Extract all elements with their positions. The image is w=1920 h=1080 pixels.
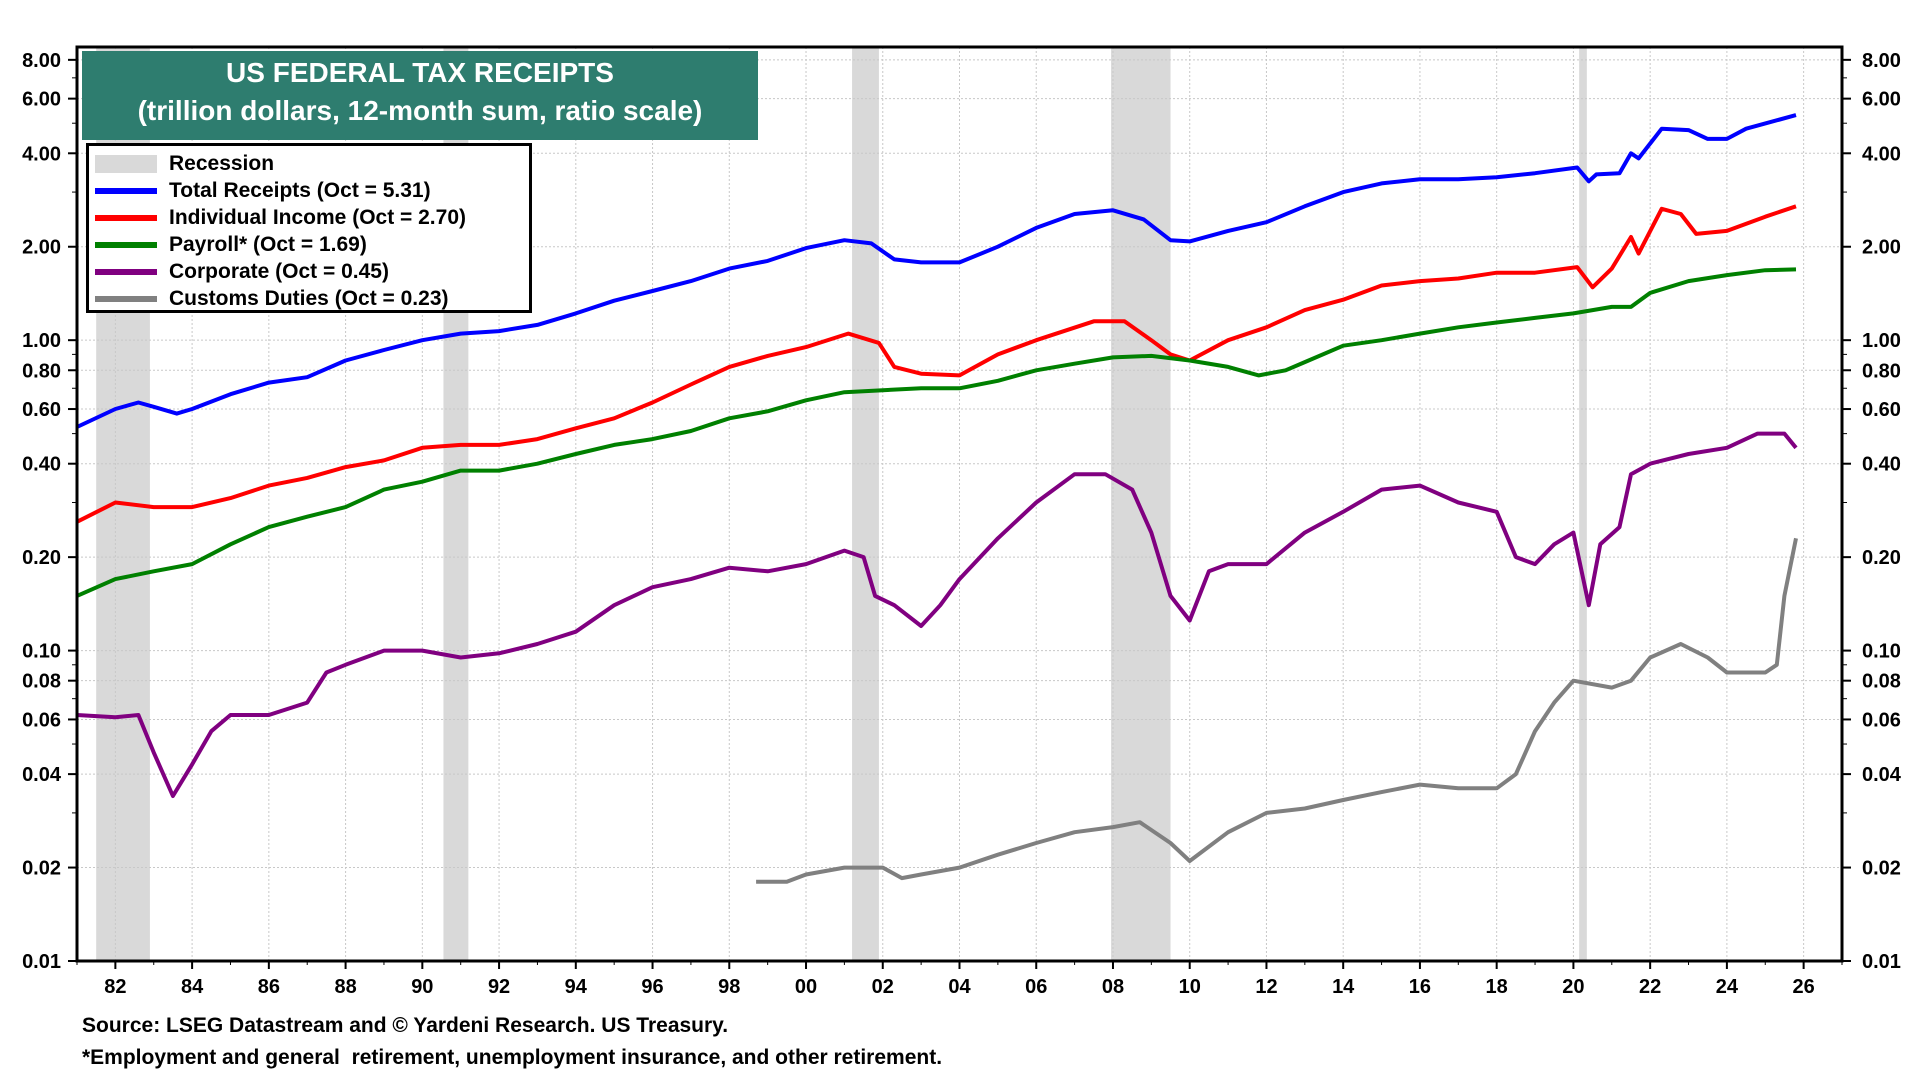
- y-tick-label-right: 0.40: [1862, 454, 1901, 476]
- x-tick-label: 16: [1409, 976, 1431, 998]
- legend-swatch-individual: [95, 214, 157, 221]
- y-tick-label-left: 1.00: [22, 330, 61, 352]
- series-line-0: [76, 113, 1797, 429]
- y-tick-label-left: 4.00: [22, 143, 61, 165]
- x-tick-label: 04: [948, 976, 971, 998]
- y-tick-label-left: 0.40: [22, 454, 61, 476]
- y-tick-label-right: 0.60: [1862, 399, 1901, 421]
- x-tick-label: 08: [1102, 976, 1124, 998]
- legend-item-individual: Individual Income (Oct = 2.70): [95, 204, 529, 231]
- legend-label: Recession: [169, 151, 275, 175]
- y-tick-label-left: 0.08: [22, 671, 61, 693]
- x-tick-label: 86: [258, 976, 280, 998]
- series-line-3: [76, 431, 1798, 798]
- x-tick-label: 20: [1562, 976, 1584, 998]
- y-tick-label-left: 8.00: [22, 50, 61, 72]
- legend-label: Corporate (Oct = 0.45): [169, 259, 389, 283]
- legend-label: Total Receipts (Oct = 5.31): [169, 178, 431, 202]
- y-tick-label-right: 0.08: [1862, 671, 1901, 693]
- recession-band: [852, 47, 879, 961]
- x-tick-label: 18: [1486, 976, 1508, 998]
- chart-title-box: US FEDERAL TAX RECEIPTS (trillion dollar…: [82, 51, 758, 140]
- x-tick-label: 06: [1025, 976, 1047, 998]
- x-tick-label: 96: [641, 976, 663, 998]
- y-tick-label-right: 2.00: [1862, 237, 1901, 259]
- recession-band: [1579, 47, 1587, 961]
- recession-band: [1111, 47, 1171, 961]
- y-tick-label-left: 0.80: [22, 360, 61, 382]
- x-tick-label: 82: [104, 976, 126, 998]
- legend-swatch-payroll: [95, 241, 157, 248]
- y-tick-label-left: 2.00: [22, 237, 61, 259]
- y-tick-label-right: 0.80: [1862, 360, 1901, 382]
- y-tick-label-right: 8.00: [1862, 50, 1901, 72]
- y-tick-label-right: 0.10: [1862, 641, 1901, 663]
- series-line-1: [76, 204, 1797, 524]
- footnote: *Employment and general retirement, unem…: [82, 1046, 943, 1069]
- legend-item-corporate: Corporate (Oct = 0.45): [95, 258, 529, 285]
- x-tick-label: 92: [488, 976, 510, 998]
- x-tick-label: 00: [795, 976, 817, 998]
- x-tick-label: 90: [411, 976, 433, 998]
- y-tick-label-right: 0.06: [1862, 709, 1901, 731]
- legend-item-customs: Customs Duties (Oct = 0.23): [95, 285, 529, 312]
- y-tick-label-right: 6.00: [1862, 89, 1901, 111]
- legend-item-recession: Recession: [95, 150, 529, 177]
- legend-swatch-corporate: [95, 268, 157, 275]
- x-tick-label: 98: [718, 976, 740, 998]
- y-tick-label-right: 0.02: [1862, 858, 1901, 880]
- chart-title: US FEDERAL TAX RECEIPTS: [226, 57, 614, 88]
- y-tick-label-left: 0.04: [22, 764, 62, 786]
- series-line-2: [76, 267, 1797, 598]
- x-tick-label: 84: [181, 976, 204, 998]
- y-tick-label-left: 0.20: [22, 547, 61, 569]
- y-tick-label-left: 0.01: [22, 951, 61, 973]
- source-note: Source: LSEG Datastream and © Yardeni Re…: [82, 1014, 729, 1037]
- y-tick-label-left: 0.02: [22, 858, 61, 880]
- y-tick-label-right: 4.00: [1862, 143, 1901, 165]
- x-tick-label: 10: [1179, 976, 1201, 998]
- legend-label: Individual Income (Oct = 2.70): [169, 205, 466, 229]
- x-tick-label: 02: [872, 976, 894, 998]
- legend-item-payroll: Payroll* (Oct = 1.69): [95, 231, 529, 258]
- legend-swatch-customs: [95, 295, 157, 302]
- series-line-4: [756, 537, 1798, 884]
- legend-label: Payroll* (Oct = 1.69): [169, 232, 367, 256]
- legend: Recession Total Receipts (Oct = 5.31) In…: [86, 143, 532, 313]
- y-tick-label-right: 1.00: [1862, 330, 1901, 352]
- y-tick-label-right: 0.04: [1862, 764, 1902, 786]
- x-tick-label: 88: [334, 976, 356, 998]
- y-tick-label-left: 6.00: [22, 89, 61, 111]
- y-tick-label-right: 0.01: [1862, 951, 1901, 973]
- legend-swatch-total: [95, 187, 157, 194]
- x-tick-label: 94: [565, 976, 588, 998]
- x-tick-label: 22: [1639, 976, 1661, 998]
- y-tick-label-left: 0.60: [22, 399, 61, 421]
- y-tick-label-left: 0.06: [22, 709, 61, 731]
- x-tick-label: 26: [1793, 976, 1815, 998]
- legend-item-total: Total Receipts (Oct = 5.31): [95, 177, 529, 204]
- y-tick-label-right: 0.20: [1862, 547, 1901, 569]
- x-tick-label: 14: [1332, 976, 1355, 998]
- y-tick-label-left: 0.10: [22, 641, 61, 663]
- chart-subtitle: (trillion dollars, 12-month sum, ratio s…: [137, 95, 703, 126]
- x-tick-label: 12: [1255, 976, 1277, 998]
- x-tick-label: 24: [1716, 976, 1739, 998]
- legend-swatch-recession: [95, 154, 157, 173]
- legend-label: Customs Duties (Oct = 0.23): [169, 286, 449, 310]
